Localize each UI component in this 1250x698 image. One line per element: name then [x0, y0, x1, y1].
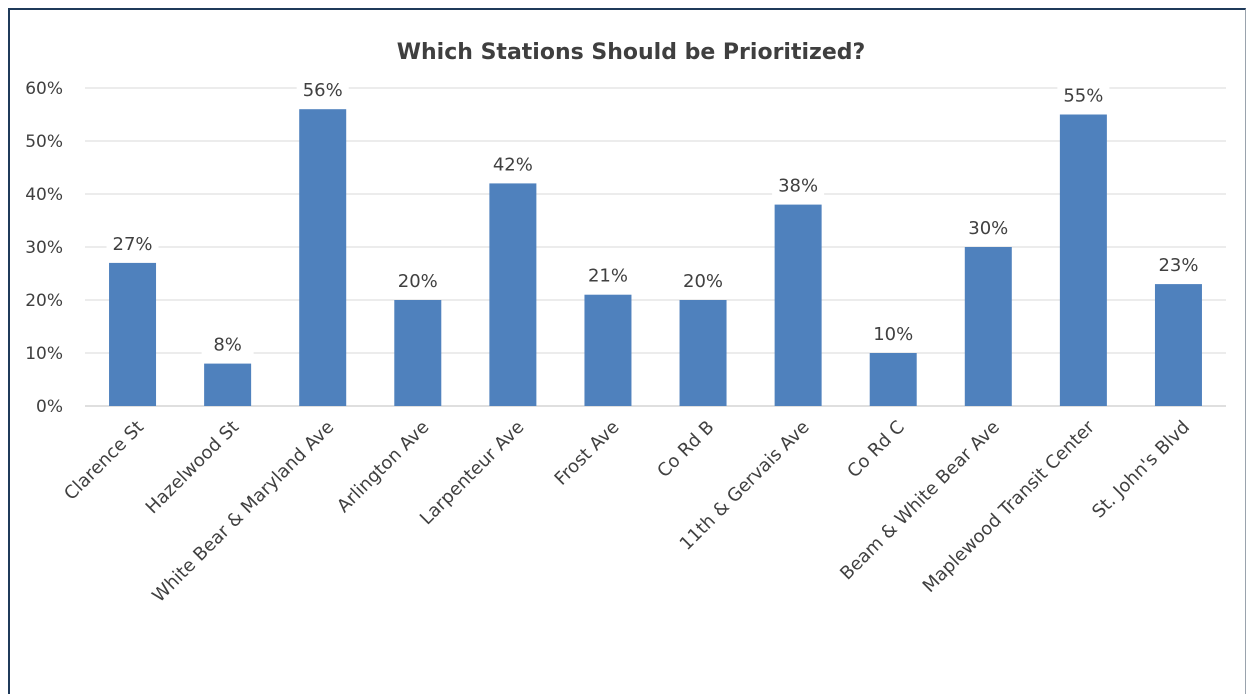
data-label-bg	[201, 330, 254, 357]
data-label-bg	[677, 267, 730, 293]
data-label: 20%	[398, 271, 438, 292]
y-tick-label: 30%	[25, 238, 63, 258]
bar	[489, 183, 537, 406]
data-label-bg	[1152, 251, 1205, 278]
data-label-bg	[772, 171, 825, 198]
data-label-bg	[296, 76, 349, 103]
y-tick-label: 0%	[36, 397, 63, 417]
data-labels: 27% 8% 56% 20% 42% 21% 20% 38% 10% 30% 55% 23%	[106, 76, 1205, 357]
data-label: 23%	[1158, 255, 1198, 276]
x-tick-label: Arlington Ave	[333, 417, 433, 517]
bar	[204, 363, 252, 406]
x-tick-label: White Bear & Maryland Ave	[148, 417, 338, 607]
data-label-bg	[486, 150, 539, 177]
y-tick-label: 20%	[25, 291, 63, 311]
bar	[299, 109, 347, 406]
y-axis-tick-labels: 0% 10% 20% 30% 40% 50% 60%	[25, 79, 63, 417]
bar	[774, 204, 822, 406]
x-tick-label: Beam & White Bear Ave	[836, 417, 1004, 585]
data-label: 55%	[1063, 86, 1103, 107]
data-label: 10%	[873, 324, 913, 345]
bar	[964, 247, 1012, 406]
x-tick-label: Hazelwood St	[142, 417, 243, 518]
bars	[109, 109, 1202, 406]
data-label: 27%	[113, 234, 153, 255]
bar	[1154, 284, 1202, 406]
data-label: 21%	[588, 266, 628, 287]
gridlines	[85, 87, 1226, 407]
bar	[584, 294, 632, 406]
data-label: 30%	[968, 218, 1008, 239]
x-tick-label: Maplewood Transit Center	[919, 416, 1100, 597]
data-label-bg	[962, 214, 1015, 240]
data-label: 20%	[683, 271, 723, 292]
x-tick-label: Clarence St	[60, 417, 148, 505]
data-label-bg	[391, 267, 444, 293]
y-tick-label: 50%	[25, 132, 63, 152]
chart-title: Which Stations Should be Prioritized?	[397, 40, 866, 65]
data-label: 56%	[303, 80, 343, 101]
bar	[869, 353, 917, 406]
data-label: 8%	[213, 335, 242, 356]
y-tick-label: 10%	[25, 344, 63, 364]
x-tick-label: Co Rd B	[653, 417, 718, 482]
x-tick-label: St. John's Blvd	[1088, 417, 1194, 523]
bar	[1059, 114, 1107, 406]
y-tick-label: 40%	[25, 185, 63, 205]
bar	[109, 262, 157, 406]
data-label-bg	[867, 320, 920, 346]
bar	[679, 300, 727, 406]
x-tick-label: Larpenteur Ave	[416, 417, 528, 529]
data-label: 38%	[778, 176, 818, 197]
data-label-bg	[1057, 81, 1110, 108]
data-label-bg	[581, 261, 634, 288]
x-tick-label: Co Rd C	[843, 417, 908, 482]
y-tick-label: 60%	[25, 79, 63, 99]
bar	[394, 300, 442, 406]
data-label-bg	[106, 229, 159, 256]
data-label: 42%	[493, 154, 533, 175]
x-tick-label: Frost Ave	[551, 417, 624, 490]
